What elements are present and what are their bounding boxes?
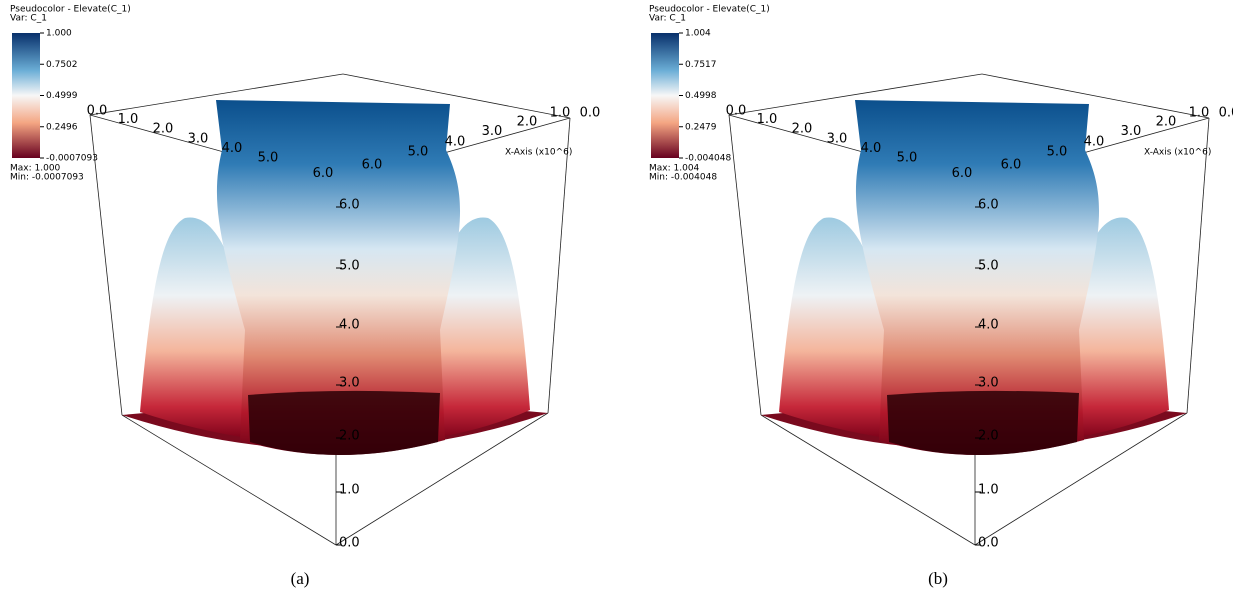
legend-var: Var: C_1 xyxy=(649,14,686,24)
box-edge xyxy=(728,114,762,416)
right-edge-label: 2.0 xyxy=(517,114,538,129)
colorbar xyxy=(651,33,679,158)
surface-dark-core xyxy=(887,390,1079,455)
right-edge-label: 0.0 xyxy=(580,106,601,121)
vertical-axis-label: 2.0 xyxy=(978,429,999,444)
left-edge-label: 6.0 xyxy=(952,166,973,181)
max-label: Max: 1.000 xyxy=(10,164,61,174)
colorbar-label: 1.004 xyxy=(685,29,711,39)
vertical-axis-label: 3.0 xyxy=(978,376,999,391)
colorbar-label: 0.7502 xyxy=(46,60,78,70)
left-edge-label: 3.0 xyxy=(188,131,209,146)
right-edge-label: 3.0 xyxy=(1121,124,1142,139)
box-edge xyxy=(974,412,1188,546)
vertical-axis-label: 5.0 xyxy=(978,259,999,274)
vertical-axis-label: 6.0 xyxy=(339,198,360,213)
box-edge xyxy=(89,73,344,116)
right-edge-label: 2.0 xyxy=(1156,114,1177,129)
colorbar xyxy=(12,33,40,158)
vertical-axis-label: 4.0 xyxy=(978,318,999,333)
vertical-axis-label: 6.0 xyxy=(978,198,999,213)
left-edge-label: 0.0 xyxy=(87,103,108,118)
caption: (a) xyxy=(291,569,310,588)
left-edge-label: 5.0 xyxy=(258,151,279,166)
right-edge-label: 5.0 xyxy=(408,145,429,160)
colorbar-label: -0.0007093 xyxy=(46,154,98,164)
colorbar-label: 0.2496 xyxy=(46,122,78,132)
box-edge xyxy=(89,114,123,416)
vertical-axis-label: 2.0 xyxy=(339,429,360,444)
left-edge-label: 2.0 xyxy=(792,122,813,137)
legend-title: Pseudocolor - Elevate(C_1) xyxy=(10,5,131,15)
box-edge xyxy=(335,412,549,546)
left-edge-label: 4.0 xyxy=(861,141,882,156)
box-edge xyxy=(1186,117,1210,414)
left-edge-label: 0.0 xyxy=(726,103,747,118)
panel: 0.0 1.0 2.0 3.0 4.0 5.0 6.0 0.0 1.0 2.0 3.0 4.0 5.0 6… xyxy=(649,5,1233,588)
box-edge xyxy=(760,414,976,546)
caption: (b) xyxy=(928,569,948,588)
colorbar-label: 0.2479 xyxy=(685,122,717,132)
colorbar-label: 0.7517 xyxy=(685,60,717,70)
right-edge-label: 5.0 xyxy=(1047,145,1068,160)
legend-var: Var: C_1 xyxy=(10,14,47,24)
right-edge-label: 4.0 xyxy=(1084,134,1105,149)
legend-title: Pseudocolor - Elevate(C_1) xyxy=(649,5,770,15)
panel: 0.0 1.0 2.0 3.0 4.0 5.0 6.0 0.0 1.0 2.0 3.0 4.0 5.0 6… xyxy=(10,5,600,588)
right-edge-label: 1.0 xyxy=(550,105,571,120)
min-label: Min: -0.0007093 xyxy=(10,173,84,183)
colorbar-label: 1.000 xyxy=(46,29,72,39)
left-edge-label: 2.0 xyxy=(153,122,174,137)
colorbar-label: 0.4999 xyxy=(46,91,78,101)
vertical-axis-label: 0.0 xyxy=(339,536,360,551)
box-edge xyxy=(547,117,571,414)
left-edge-label: 1.0 xyxy=(757,112,778,127)
min-label: Min: -0.004048 xyxy=(649,173,717,183)
x-axis-title: X-Axis (x10^6) xyxy=(505,148,572,158)
vertical-axis-label: 3.0 xyxy=(339,376,360,391)
x-axis-title: X-Axis (x10^6) xyxy=(1144,148,1211,158)
left-edge-label: 6.0 xyxy=(313,166,334,181)
box-edge xyxy=(981,73,1210,119)
right-edge-label: 3.0 xyxy=(482,124,503,139)
surface-column xyxy=(855,100,1100,455)
left-edge-label: 4.0 xyxy=(222,141,243,156)
left-edge-label: 3.0 xyxy=(827,131,848,146)
left-edge-label: 1.0 xyxy=(118,112,139,127)
surface-column xyxy=(216,100,461,455)
vertical-axis-label: 1.0 xyxy=(978,483,999,498)
vertical-axis-label: 4.0 xyxy=(339,318,360,333)
max-label: Max: 1.004 xyxy=(649,164,700,174)
vertical-axis-label: 5.0 xyxy=(339,259,360,274)
box-edge xyxy=(342,73,571,119)
colorbar-label: 0.4998 xyxy=(685,91,717,101)
colorbar-label: -0.004048 xyxy=(685,154,731,164)
surface-dark-core xyxy=(248,390,440,455)
right-edge-label: 6.0 xyxy=(362,158,383,173)
vertical-axis-label: 0.0 xyxy=(978,536,999,551)
vertical-axis-label: 1.0 xyxy=(339,483,360,498)
right-edge-label: 4.0 xyxy=(445,134,466,149)
box-edge xyxy=(121,414,337,546)
right-edge-label: 6.0 xyxy=(1001,158,1022,173)
right-edge-label: 0.0 xyxy=(1219,106,1233,121)
box-edge xyxy=(728,73,983,116)
right-edge-label: 1.0 xyxy=(1189,105,1210,120)
left-edge-label: 5.0 xyxy=(897,151,918,166)
